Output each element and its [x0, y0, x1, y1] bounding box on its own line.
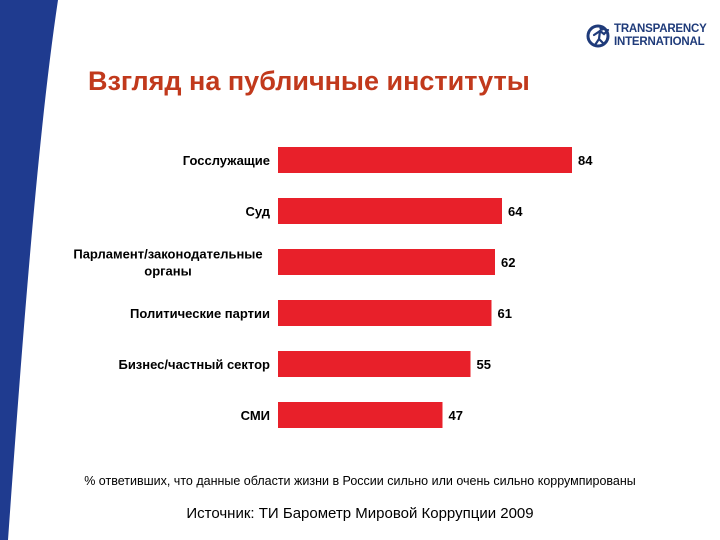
footnote: % ответивших, что данные области жизни в… — [84, 474, 636, 488]
category-label-5: Бизнес/частный сектор — [118, 357, 270, 372]
category-label-3: Парламент/законодательные органы — [73, 247, 262, 279]
category-label-2: Суд — [245, 204, 270, 219]
bar-6 — [278, 402, 443, 428]
category-label-6: СМИ — [241, 408, 270, 423]
bar-3 — [278, 249, 495, 275]
source-note: Источник: ТИ Барометр Мировой Коррупции … — [186, 505, 534, 522]
logo-line-2: INTERNATIONAL — [614, 36, 705, 48]
data-label-1: 84 — [578, 153, 593, 168]
data-label-2: 64 — [508, 204, 523, 219]
logo-line-1: TRANSPARENCY — [614, 23, 707, 35]
transparency-international-logo: TRANSPARENCY INTERNATIONAL — [586, 22, 707, 52]
globe-figure-icon — [586, 24, 610, 48]
data-label-3: 62 — [501, 255, 515, 270]
page-title: Взгляд на публичные институты — [88, 66, 530, 96]
bar-2 — [278, 198, 502, 224]
data-label-6: 47 — [449, 408, 463, 423]
bar-5 — [278, 351, 471, 377]
category-label-1: Госслужащие — [183, 153, 270, 168]
data-label-4: 61 — [498, 306, 512, 321]
data-label-5: 55 — [477, 357, 491, 372]
bar-4 — [278, 300, 492, 326]
bar-1 — [278, 147, 572, 173]
category-label-4: Политические партии — [130, 306, 270, 321]
